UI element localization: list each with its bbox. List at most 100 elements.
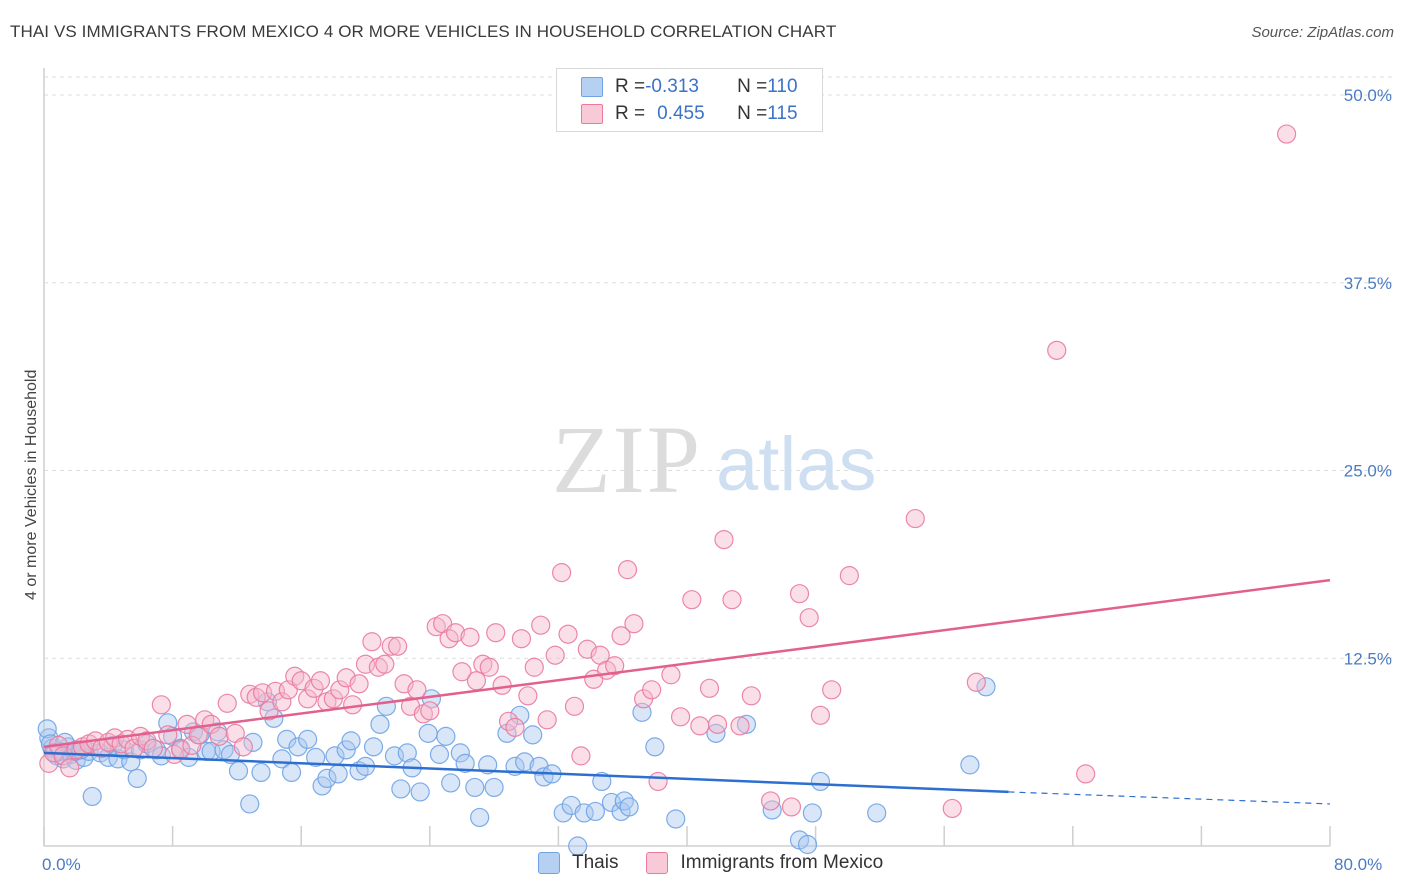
point-thais [306,747,326,767]
point-mexico [518,686,538,706]
point-thais [436,726,456,746]
point-mexico [143,738,163,758]
legend-r-label: R = [615,76,646,97]
y-tick-labels: 12.5% 25.0% 37.5% 50.0% [1344,86,1392,668]
point-mexico [690,716,710,736]
point-thais [288,737,308,757]
series-mexico [39,124,1297,819]
point-thais [281,762,302,783]
point-mexico [445,623,466,643]
point-thais [585,801,605,822]
point-mexico [789,584,810,604]
point-mexico [452,662,472,682]
point-thais [391,779,411,799]
legend-n-value: 110 [767,76,798,97]
point-mexico [714,529,734,550]
point-mexico [381,636,401,656]
point-mexico [217,693,237,713]
legend-swatch-thais [581,77,603,97]
point-mexico [362,632,382,652]
trend-mexico [43,578,1331,749]
point-thais [484,777,504,798]
point-mexico [699,678,720,698]
legend-row-mexico: R = 0.455 N = 115 [581,102,798,126]
point-mexico [966,672,986,692]
point-mexico [799,608,819,628]
watermark: ZIP atlas [552,406,877,513]
point-thais [515,752,535,772]
point-thais [478,755,498,775]
point-mexico [1276,124,1297,144]
point-thais [450,743,470,763]
point-mexico [558,624,578,644]
point-mexico [661,665,681,685]
point-thais [82,786,102,807]
point-mexico [942,798,962,819]
point-mexico [545,645,565,665]
point-mexico [611,626,631,646]
point-thais [510,705,530,725]
point-thais [976,677,996,697]
point-mexico [670,707,691,727]
bottom-legend-mexico: Immigrants from Mexico [646,852,883,874]
point-mexico [537,710,557,730]
point-mexico [682,590,702,610]
point-mexico [466,671,487,691]
point-thais [553,803,573,823]
point-mexico [722,590,742,610]
point-mexico [648,771,668,792]
point-mexico [839,566,859,586]
point-thais [619,797,639,817]
x-tick-label-max: 80.0% [1334,855,1382,874]
point-thais [277,729,297,749]
point-mexico [741,686,761,706]
x-ticks [43,826,1331,846]
legend: R = -0.313 N = 110 R = 0.455 N = 115 [556,68,823,132]
point-mexico [564,696,585,716]
legend-r-label: R = [615,103,646,124]
point-thais [298,729,318,749]
point-thais [127,768,147,789]
point-mexico [310,671,331,691]
point-thais [410,782,430,802]
point-mexico [420,701,440,721]
legend-n-value: 115 [767,103,798,124]
point-thais [240,794,260,814]
source-label: Source: ZipAtlas.com [1251,24,1394,41]
bottom-legend-thais: Thais [538,852,618,874]
point-mexico [479,657,499,677]
point-mexico [781,797,802,817]
point-thais [370,714,390,734]
gridlines [44,76,1392,659]
x-tick-label-min: 0.0% [42,855,81,874]
point-mexico [182,735,202,755]
point-mexico [298,689,318,709]
point-thais [455,753,475,773]
legend-row-thais: R = -0.313 N = 110 [581,75,798,99]
point-thais [328,764,348,784]
point-mexico [388,636,408,656]
legend-r-value: 0.455 [657,103,705,124]
point-thais [317,768,337,789]
point-thais [465,777,485,798]
point-thais [341,731,361,751]
point-mexico [137,731,157,751]
point-thais [243,732,263,752]
point-mexico [209,726,229,746]
y-axis-label: 4 or more Vehicles in Household [23,370,40,600]
point-mexico [617,560,638,580]
point-mexico [1076,764,1096,784]
bottom-legend-label-mexico: Immigrants from Mexico [680,852,884,873]
point-thais [867,803,887,823]
y-tick-label: 37.5% [1344,274,1392,293]
point-mexico [486,623,506,643]
point-mexico [571,746,591,766]
point-mexico [707,714,728,734]
point-mexico [505,717,525,737]
trend-lines [43,578,1331,805]
watermark-zip: ZIP [552,406,702,513]
point-mexico [349,674,369,694]
point-mexico [407,680,427,700]
y-tick-label: 12.5% [1344,649,1392,668]
